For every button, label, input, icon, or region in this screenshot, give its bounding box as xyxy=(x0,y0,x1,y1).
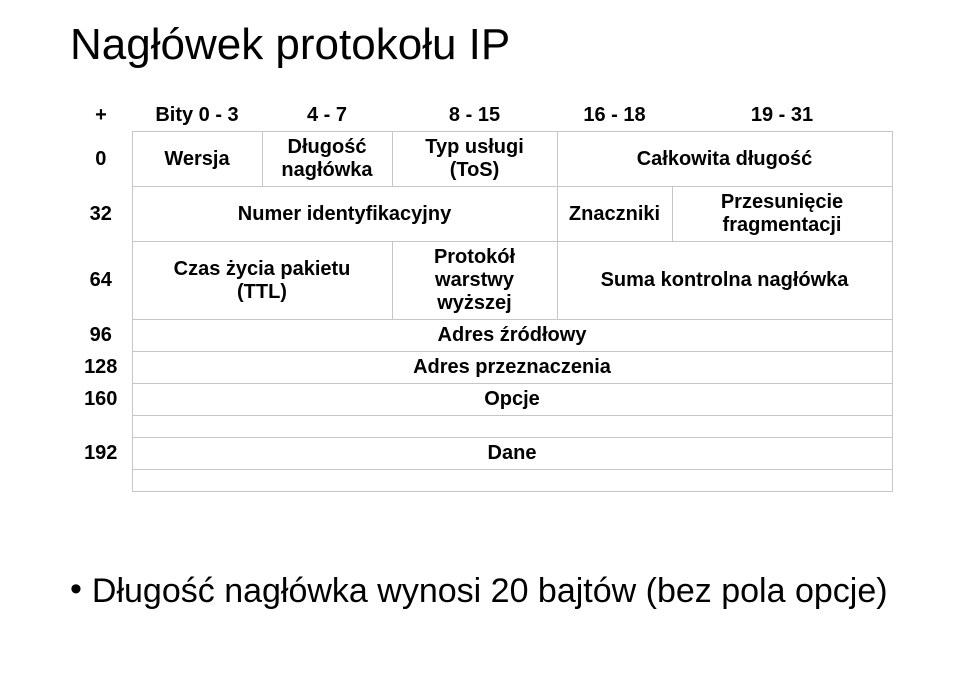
bullet-dot-icon: • xyxy=(70,570,82,608)
cell-dane: Dane xyxy=(132,438,892,470)
table-row: 96 Adres źródłowy xyxy=(70,320,892,352)
table-header-row: + Bity 0 - 3 4 - 7 8 - 15 16 - 18 19 - 3… xyxy=(70,100,892,132)
cell-protokol-warstwy: Protokół warstwy wyższej xyxy=(392,242,557,320)
page-title: Nagłówek protokołu IP xyxy=(70,20,890,70)
header-offset: + xyxy=(70,100,132,132)
offset-0: 0 xyxy=(70,132,132,187)
divider-offset xyxy=(70,416,132,438)
cell-przesuniecie-fragmentacji: Przesunięcie fragmentacji xyxy=(672,187,892,242)
offset-128: 128 xyxy=(70,352,132,384)
table-trailing-row xyxy=(70,470,892,492)
header-bits-16-18: 16 - 18 xyxy=(557,100,672,132)
cell-typ-uslugi: Typ usługi (ToS) xyxy=(392,132,557,187)
table-row: 0 Wersja Długość nagłówka Typ usługi (To… xyxy=(70,132,892,187)
cell-dlugosc-naglowka: Długość nagłówka xyxy=(262,132,392,187)
trailing-cell xyxy=(132,470,892,492)
offset-96: 96 xyxy=(70,320,132,352)
cell-znaczniki: Znaczniki xyxy=(557,187,672,242)
divider-cell xyxy=(132,416,892,438)
table-row: 64 Czas życia pakietu (TTL) Protokół war… xyxy=(70,242,892,320)
ip-header-table: + Bity 0 - 3 4 - 7 8 - 15 16 - 18 19 - 3… xyxy=(70,100,893,492)
offset-192: 192 xyxy=(70,438,132,470)
cell-numer-identyfikacyjny: Numer identyfikacyjny xyxy=(132,187,557,242)
header-bits-0-3: Bity 0 - 3 xyxy=(132,100,262,132)
header-bits-8-15: 8 - 15 xyxy=(392,100,557,132)
cell-ttl: Czas życia pakietu (TTL) xyxy=(132,242,392,320)
trailing-offset xyxy=(70,470,132,492)
offset-64: 64 xyxy=(70,242,132,320)
cell-suma-kontrolna: Suma kontrolna nagłówka xyxy=(557,242,892,320)
cell-opcje: Opcje xyxy=(132,384,892,416)
table-divider-row xyxy=(70,416,892,438)
bullet-text: Długość nagłówka wynosi 20 bajtów (bez p… xyxy=(92,572,888,610)
cell-calkowita-dlugosc: Całkowita długość xyxy=(557,132,892,187)
bullet-item: • Długość nagłówka wynosi 20 bajtów (bez … xyxy=(70,572,890,611)
table-row: 128 Adres przeznaczenia xyxy=(70,352,892,384)
table-row: 192 Dane xyxy=(70,438,892,470)
table-row: 160 Opcje xyxy=(70,384,892,416)
slide: Nagłówek protokołu IP + Bity 0 - 3 4 - 7… xyxy=(0,0,960,686)
cell-adres-przeznaczenia: Adres przeznaczenia xyxy=(132,352,892,384)
cell-wersja: Wersja xyxy=(132,132,262,187)
table-row: 32 Numer identyfikacyjny Znaczniki Przes… xyxy=(70,187,892,242)
offset-32: 32 xyxy=(70,187,132,242)
header-bits-19-31: 19 - 31 xyxy=(672,100,892,132)
cell-adres-zrodlowy: Adres źródłowy xyxy=(132,320,892,352)
header-bits-4-7: 4 - 7 xyxy=(262,100,392,132)
offset-160: 160 xyxy=(70,384,132,416)
